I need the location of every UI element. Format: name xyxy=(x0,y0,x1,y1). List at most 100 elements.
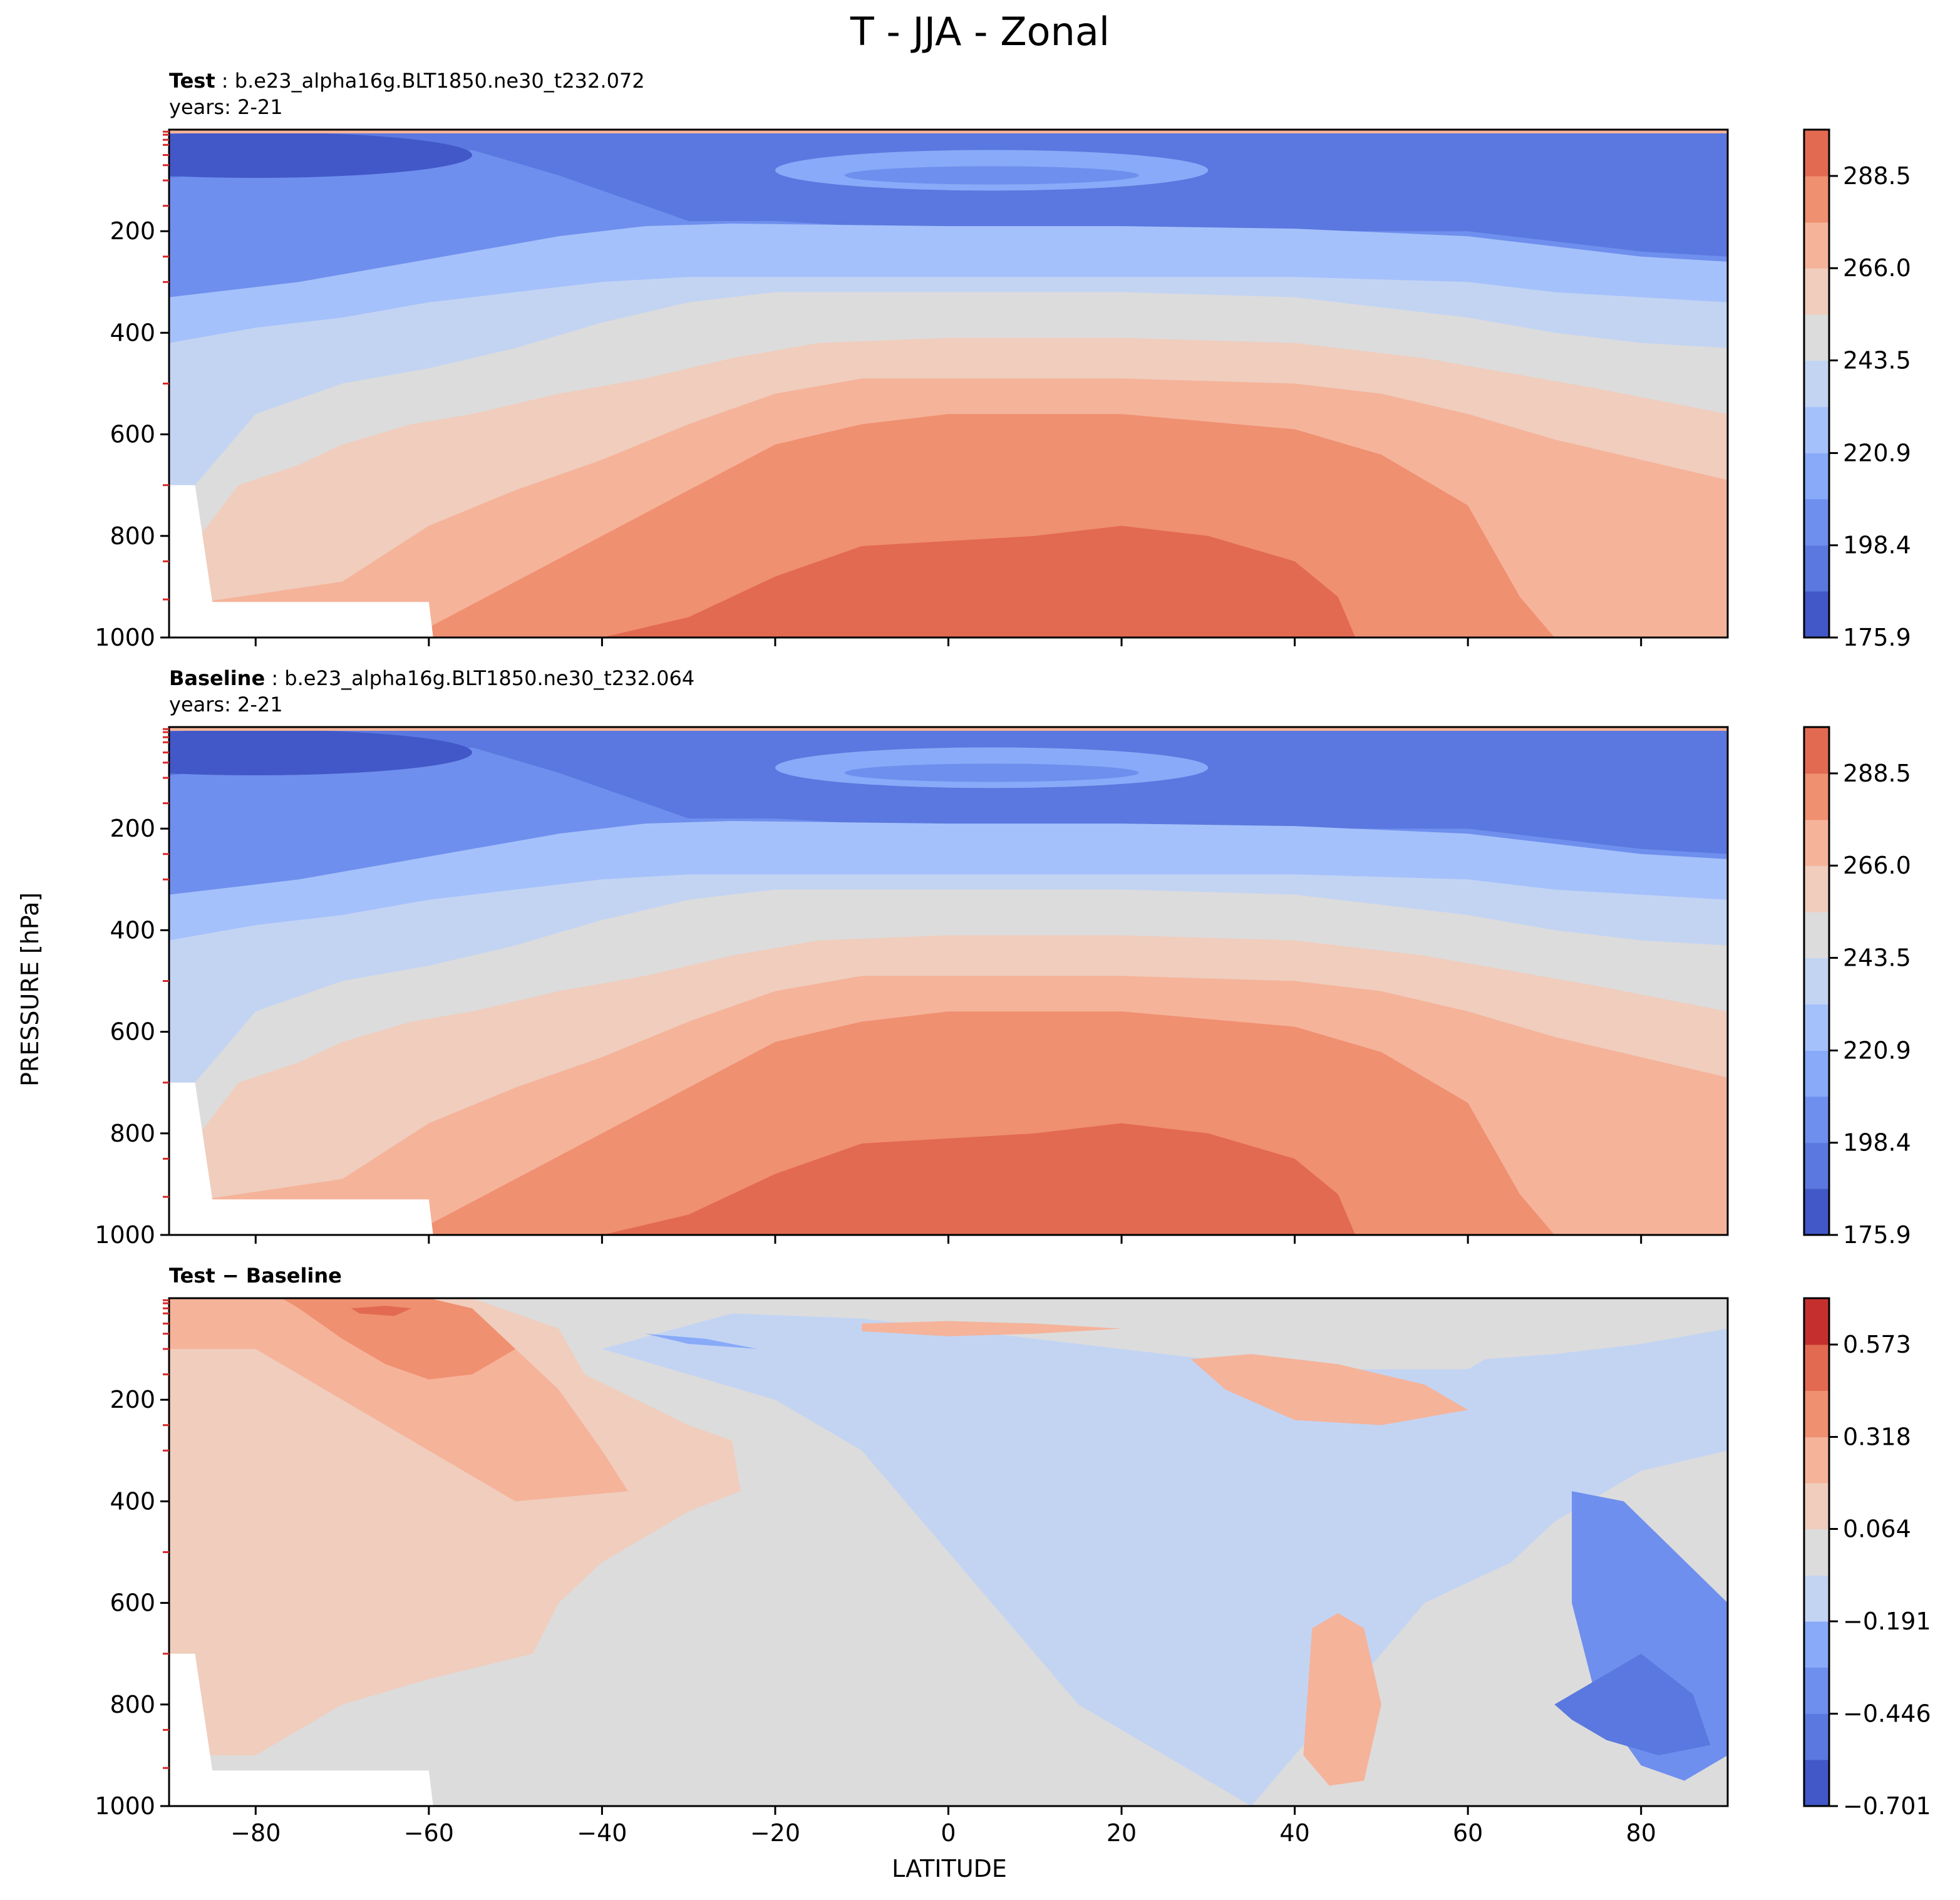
contour-group xyxy=(169,1298,1728,1806)
colorbar-tick-label: 198.4 xyxy=(1843,532,1911,559)
colorbar-tick-label: 0.573 xyxy=(1843,1331,1911,1358)
y-tick-label: 1000 xyxy=(95,1221,155,1249)
test-label: Test xyxy=(169,69,215,93)
difference-panel-title: Test − Baseline xyxy=(169,1262,342,1289)
colorbar-segment xyxy=(1804,1759,1829,1807)
colorbar-tick-label: 198.4 xyxy=(1843,1129,1911,1157)
colorbar-segment xyxy=(1804,773,1829,820)
colorbar-segment xyxy=(1804,591,1829,638)
y-tick-label: 200 xyxy=(110,1386,155,1413)
contour-band-cold-core xyxy=(169,132,472,178)
colorbar-frame xyxy=(1803,726,1830,1236)
colorbar-frame xyxy=(1803,1297,1830,1807)
test-case-name: b.e23_alpha16g.BLT1850.ne30_t232.072 xyxy=(234,69,645,93)
colorbar-segment xyxy=(1804,1096,1829,1144)
colorbar-tick-label: 0.064 xyxy=(1843,1515,1911,1542)
baseline-years: years: 2-21 xyxy=(169,693,283,716)
colorbar-tick-label: 288.5 xyxy=(1843,760,1911,787)
colorbar-segment xyxy=(1804,1483,1829,1529)
test-years: years: 2-21 xyxy=(169,95,283,119)
test-panel-title: Test : b.e23_alpha16g.BLT1850.ne30_t232.… xyxy=(169,68,645,120)
colorbar-tick-label: 0.318 xyxy=(1843,1423,1911,1451)
colorbar-segment xyxy=(1804,1390,1829,1438)
colorbar-tick-label: 243.5 xyxy=(1843,347,1911,374)
contour-region xyxy=(281,1298,516,1380)
contour-region xyxy=(862,1321,1122,1336)
y-tick-label: 800 xyxy=(110,522,155,550)
colorbar-tick-label: 266.0 xyxy=(1843,254,1911,282)
y-tick-label: 600 xyxy=(110,1589,155,1617)
contour-band-top xyxy=(169,130,1728,133)
contour-band xyxy=(169,525,1728,638)
topography-mask xyxy=(169,1653,433,1806)
y-tick-label: 200 xyxy=(110,217,155,245)
colorbar-segment xyxy=(1804,1004,1829,1051)
baseline-panel-title: Baseline : b.e23_alpha16g.BLT1850.ne30_t… xyxy=(169,665,694,718)
x-tick-label: 80 xyxy=(1626,1819,1656,1847)
colorbar-tick-label: 220.9 xyxy=(1843,439,1911,467)
colorbar-tick-label: 175.9 xyxy=(1843,1221,1911,1249)
y-tick-label: 800 xyxy=(110,1120,155,1147)
colorbar-tick-label: −0.191 xyxy=(1843,1608,1931,1635)
colorbar-segment xyxy=(1804,314,1829,361)
contour-band-upper-tropics-core xyxy=(844,763,1139,782)
contour-band-cold-core xyxy=(169,730,472,776)
colorbar-tick-label: 220.9 xyxy=(1843,1036,1911,1064)
contour-band-top xyxy=(169,727,1728,731)
contour-region xyxy=(1190,1354,1468,1425)
colorbar-segment xyxy=(1804,360,1829,407)
colorbar-segment xyxy=(1804,912,1829,959)
x-tick-label: −60 xyxy=(404,1819,454,1847)
colorbar-segment xyxy=(1804,727,1829,774)
colorbar-segment xyxy=(1804,1437,1829,1484)
baseline-case-name: b.e23_alpha16g.BLT1850.ne30_t232.064 xyxy=(284,666,695,690)
contour-band-upper-tropics-core xyxy=(844,166,1139,185)
colorbar-segment xyxy=(1804,1713,1829,1760)
contour-region xyxy=(1554,1653,1711,1755)
contour-group xyxy=(169,727,1728,1235)
x-tick-label: 40 xyxy=(1279,1819,1309,1847)
contour-region xyxy=(169,1298,741,1755)
contour-band xyxy=(169,414,1728,638)
figure-title: T - JJA - Zonal xyxy=(850,9,1110,54)
baseline-separator: : xyxy=(265,666,285,690)
colorbar-segment xyxy=(1804,130,1829,177)
contour-band xyxy=(169,1011,1728,1235)
colorbar-segment xyxy=(1804,175,1829,223)
contour-group xyxy=(169,130,1728,638)
test-separator: : xyxy=(215,69,235,93)
colorbar-segment xyxy=(1804,819,1829,866)
colorbar-frame xyxy=(1803,128,1830,639)
baseline-label: Baseline xyxy=(169,666,266,690)
colorbar-segment xyxy=(1804,453,1829,500)
colorbar-segment xyxy=(1804,1621,1829,1668)
colorbar-tick-label: 288.5 xyxy=(1843,162,1911,190)
topography-mask xyxy=(169,1082,433,1235)
colorbar-segment xyxy=(1804,222,1829,269)
x-tick-label: 60 xyxy=(1453,1819,1483,1847)
y-tick-label: 600 xyxy=(110,421,155,448)
colorbar-segment xyxy=(1804,406,1829,453)
contour-region xyxy=(351,1306,412,1316)
colorbar-segment xyxy=(1804,268,1829,315)
difference-label: Test − Baseline xyxy=(169,1264,342,1288)
colorbar-segment xyxy=(1804,958,1829,1004)
x-tick-label: 20 xyxy=(1106,1819,1137,1847)
colorbar-segment xyxy=(1804,1142,1829,1189)
x-tick-label: 0 xyxy=(941,1819,956,1847)
colorbar-segment xyxy=(1804,498,1829,546)
y-tick-label: 800 xyxy=(110,1691,155,1718)
colorbar-tick-label: 243.5 xyxy=(1843,944,1911,972)
colorbar-segment xyxy=(1804,1667,1829,1714)
colorbar-tick-label: −0.446 xyxy=(1843,1700,1931,1727)
colorbar-segment xyxy=(1804,1345,1829,1391)
x-tick-label: −20 xyxy=(750,1819,800,1847)
colorbar-segment xyxy=(1804,1189,1829,1236)
colorbar-segment xyxy=(1804,1575,1829,1622)
x-axis-label: LATITUDE xyxy=(892,1855,1007,1882)
y-tick-label: 200 xyxy=(110,815,155,842)
colorbar-tick-label: 175.9 xyxy=(1843,624,1911,651)
topography-mask xyxy=(169,485,433,638)
colorbar-segment xyxy=(1804,1298,1829,1345)
